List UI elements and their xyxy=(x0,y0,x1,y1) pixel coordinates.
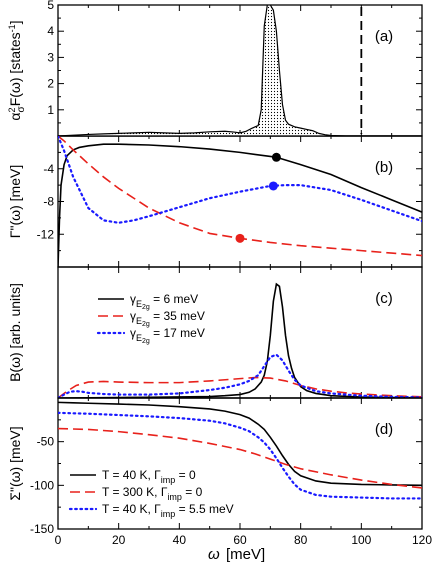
legend-label-1: T = 40 K, Γimp = 0 xyxy=(102,468,196,485)
legend-pre: T = 40 K, Γ xyxy=(102,502,161,516)
y-axis-label-part: 2 xyxy=(7,107,17,112)
x-tick-label: 0 xyxy=(55,533,62,547)
panel-b: -4 -8 -12 (b) Γ"(ω) [meV] xyxy=(7,135,423,268)
series-line-1 xyxy=(58,282,422,398)
legend-gamma: γ xyxy=(130,326,136,340)
panel-label: (d) xyxy=(375,421,393,438)
y-tick-label: -100 xyxy=(30,478,54,492)
legend-post: = 0 xyxy=(182,485,203,499)
y-axis-label: α2σF(ω) [states-1] xyxy=(7,20,27,120)
y-tick-label: 3 xyxy=(47,50,54,64)
legend-label-2: γE2g = 35 meV xyxy=(130,309,205,328)
series-line-3 xyxy=(58,353,422,398)
y-axis-label: Σ"(ω) [meV] xyxy=(7,426,23,500)
series-line-2 xyxy=(58,427,422,489)
series-line-2 xyxy=(58,376,422,398)
y-axis-label-part: -1 xyxy=(7,24,17,32)
y-axis-label: B(ω) [arb. units] xyxy=(7,283,23,382)
legend-label-1: γE2g = 6 meV xyxy=(130,292,198,311)
series-marker-3 xyxy=(268,181,278,191)
x-tick-label: 100 xyxy=(351,533,371,547)
x-tick-label: 60 xyxy=(233,533,247,547)
legend: T = 40 K, Γimp = 0T = 300 K, Γimp = 0T =… xyxy=(68,468,234,519)
y-tick-label: 4 xyxy=(47,24,54,38)
y-tick-label: -150 xyxy=(30,522,54,536)
series-line-1 xyxy=(58,401,422,487)
y-tick-label: -8 xyxy=(43,195,54,209)
x-axis-label: [meV] xyxy=(226,546,265,563)
series-line-3 xyxy=(58,411,422,500)
legend-sub: imp xyxy=(161,509,176,519)
legend-sub: E xyxy=(136,333,142,343)
series-line-1 xyxy=(58,143,422,267)
series-line-2 xyxy=(58,136,422,257)
legend-subsub: 2g xyxy=(142,338,150,345)
legend-value: = 35 meV xyxy=(150,309,205,323)
x-tick-label: 40 xyxy=(173,533,187,547)
legend-sub: E xyxy=(136,299,142,309)
legend-subsub: 2g xyxy=(142,304,150,311)
legend-post: = 5.5 meV xyxy=(175,502,233,516)
legend-label-3: T = 40 K, Γimp = 5.5 meV xyxy=(102,502,234,519)
legend-value: = 17 meV xyxy=(150,326,205,340)
panel-label: (a) xyxy=(375,28,393,45)
x-tick-label: 80 xyxy=(294,533,308,547)
y-axis-label-part: σ xyxy=(16,105,27,112)
legend-post: = 0 xyxy=(175,468,196,482)
y-tick-label: 2 xyxy=(47,77,54,91)
x-tick-label: 20 xyxy=(112,533,126,547)
y-axis-label: Γ"(ω) [meV] xyxy=(7,165,23,238)
spectrum-line xyxy=(58,5,422,136)
y-tick-label: -12 xyxy=(37,227,55,241)
x-axis: ω [meV] 0 20 40 60 80 100 120 xyxy=(55,533,433,563)
legend-sub: imp xyxy=(167,492,182,502)
legend-value: = 6 meV xyxy=(150,292,198,306)
legend-label-3: γE2g = 17 meV xyxy=(130,326,205,345)
y-tick-label: -50 xyxy=(37,435,55,449)
legend-sub: imp xyxy=(161,475,176,485)
panel-label: (c) xyxy=(375,290,393,307)
y-tick-label: -4 xyxy=(43,162,54,176)
panel-frame xyxy=(57,4,423,137)
legend-sub: E xyxy=(136,316,142,326)
legend-label-2: T = 300 K, Γimp = 0 xyxy=(102,485,203,502)
x-axis-symbol: ω xyxy=(208,546,220,563)
y-axis-label-part: F(ω) [states xyxy=(7,32,23,106)
series-marker-2 xyxy=(235,233,245,243)
legend-pre: T = 300 K, Γ xyxy=(102,485,168,499)
legend-pre: T = 40 K, Γ xyxy=(102,468,161,482)
legend-gamma: γ xyxy=(130,309,136,323)
y-tick-label: 1 xyxy=(47,103,54,117)
panel-label: (b) xyxy=(375,159,393,176)
x-tick-label: 120 xyxy=(412,533,432,547)
panel-d: -50 -100 -150 (d) Σ"(ω) [meV] T = 40 K, Γimp … xyxy=(7,397,423,536)
spectrum-fill xyxy=(58,5,422,136)
legend-subsub: 2g xyxy=(142,321,150,328)
legend-gamma: γ xyxy=(130,292,136,306)
series-marker-1 xyxy=(271,152,281,162)
y-tick-label: 5 xyxy=(47,0,54,12)
series-line-3 xyxy=(58,136,422,224)
y-axis-label-part: ] xyxy=(7,20,23,24)
y-axis-label-part: α xyxy=(7,112,23,120)
